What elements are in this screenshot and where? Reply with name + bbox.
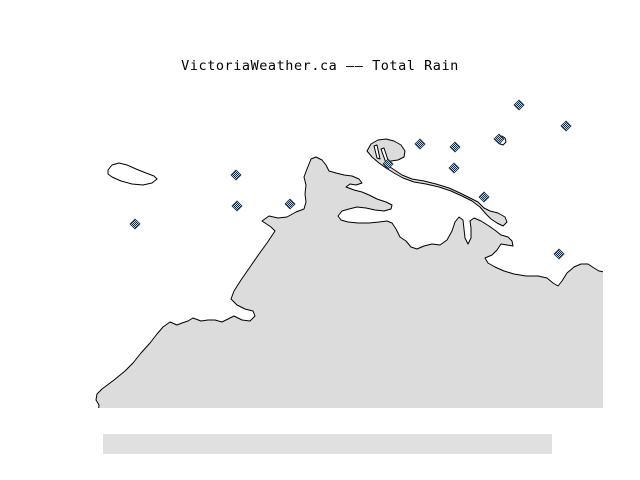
station-marker[interactable]	[284, 198, 296, 210]
island-west	[107, 162, 158, 186]
mainland-victoria-saanich	[95, 156, 603, 408]
station-marker[interactable]	[513, 99, 525, 111]
legend-bar	[103, 434, 552, 454]
map-title: VictoriaWeather.ca —— Total Rain	[181, 58, 459, 74]
station-marker[interactable]	[231, 200, 243, 212]
sidney-peninsula-spit	[366, 138, 508, 227]
station-marker[interactable]	[560, 120, 572, 132]
station-marker[interactable]	[553, 248, 565, 260]
station-marker[interactable]	[493, 133, 505, 145]
station-marker[interactable]	[382, 158, 394, 170]
station-marker[interactable]	[230, 169, 242, 181]
station-marker[interactable]	[129, 218, 141, 230]
claw-notch-west	[373, 144, 381, 160]
station-marker[interactable]	[448, 162, 460, 174]
station-marker[interactable]	[414, 138, 426, 150]
station-marker[interactable]	[478, 191, 490, 203]
station-marker[interactable]	[449, 141, 461, 153]
